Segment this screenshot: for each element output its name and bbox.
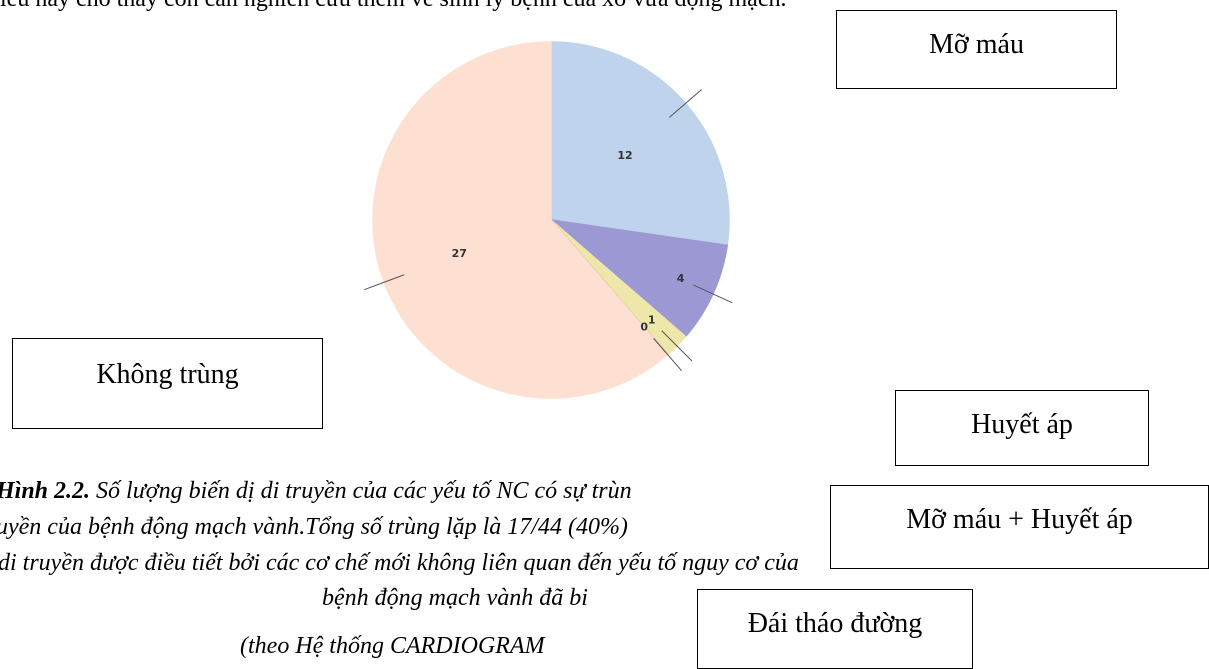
figure-label: Hình 2.2.	[0, 478, 91, 504]
category-box: Không trùng	[12, 338, 323, 429]
caption-line: di truyền được điều tiết bởi các cơ chế …	[0, 550, 799, 576]
caption-text: Số lượng biến dị di truyền của các yếu t…	[90, 478, 632, 504]
category-box: Mỡ máu	[836, 10, 1117, 89]
leader-line	[661, 330, 693, 362]
slice-label: 4	[677, 272, 685, 285]
caption-line: Hình 2.2. Số lượng biến dị di truyền của…	[0, 478, 632, 505]
slice-label: 12	[617, 149, 632, 162]
source-text: (theo Hệ thống CARDIOGRAM	[240, 633, 545, 659]
category-box: Huyết áp	[895, 390, 1149, 466]
leader-line	[669, 89, 702, 118]
category-box: Mỡ máu + Huyết áp	[830, 485, 1209, 569]
leader-line	[364, 274, 405, 291]
slice-label: 27	[452, 247, 467, 260]
leader-line	[693, 284, 733, 304]
pie-slice	[550, 41, 730, 247]
slice-label: 1	[648, 314, 656, 327]
caption-line: bệnh động mạch vành đã bi	[322, 585, 588, 611]
category-box: Đái tháo đường	[697, 589, 973, 669]
caption-line: uyền của bệnh động mạch vành.Tổng số trù…	[0, 514, 628, 540]
body-text: iều này cho thấy còn cần nghiên cứu thêm…	[0, 0, 786, 13]
slice-label: 0	[640, 321, 648, 334]
leader-line	[653, 338, 682, 371]
